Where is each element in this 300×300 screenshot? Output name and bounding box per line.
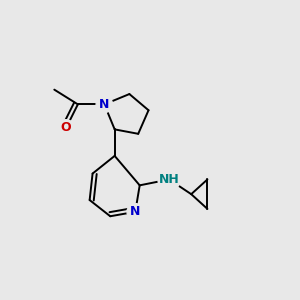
Circle shape (58, 120, 74, 136)
Circle shape (127, 204, 143, 220)
Circle shape (96, 96, 112, 112)
Text: N: N (99, 98, 110, 111)
Text: NH: NH (159, 173, 179, 186)
Text: O: O (61, 122, 71, 134)
Text: N: N (130, 205, 140, 218)
Circle shape (158, 168, 180, 190)
